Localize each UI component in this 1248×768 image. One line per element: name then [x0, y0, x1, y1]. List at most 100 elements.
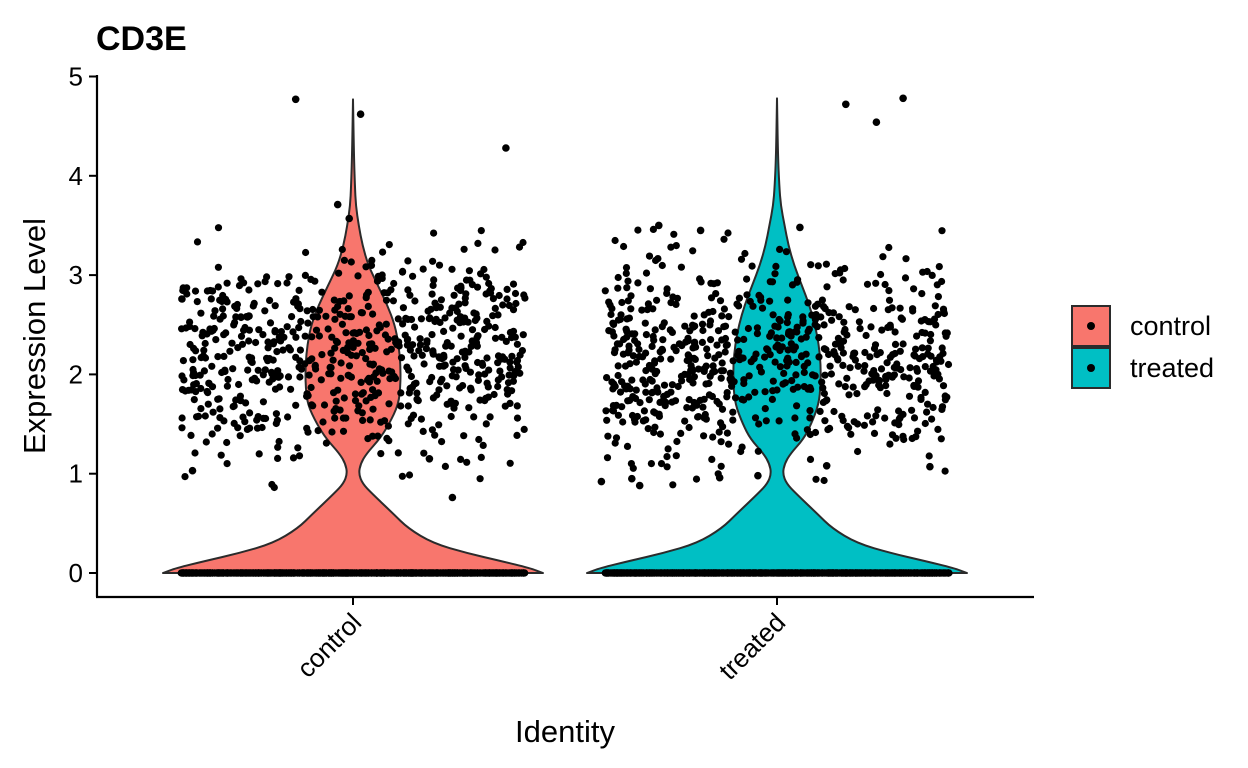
- data-point: [336, 406, 344, 414]
- data-point: [764, 346, 772, 354]
- data-point: [352, 569, 360, 577]
- data-point: [302, 248, 310, 257]
- data-point: [447, 412, 455, 421]
- data-point: [627, 305, 635, 313]
- data-point: [747, 569, 755, 577]
- data-point: [209, 569, 217, 577]
- data-point: [240, 279, 248, 287]
- data-point: [616, 569, 625, 577]
- data-point: [619, 418, 627, 426]
- data-point: [178, 372, 186, 380]
- data-point: [438, 375, 446, 383]
- data-point: [466, 368, 474, 376]
- data-point: [501, 402, 509, 410]
- data-point: [655, 221, 663, 230]
- data-point: [769, 387, 777, 395]
- data-point: [941, 569, 949, 577]
- data-point: [490, 390, 498, 399]
- y-tick-label: 3: [69, 260, 83, 290]
- data-point: [921, 419, 929, 428]
- data-point: [805, 569, 814, 577]
- data-point: [331, 344, 339, 352]
- data-point: [450, 404, 458, 412]
- data-point: [214, 395, 222, 403]
- data-point: [616, 388, 625, 396]
- data-point: [921, 569, 930, 577]
- data-point: [927, 330, 935, 339]
- data-point: [900, 373, 908, 381]
- data-point: [912, 345, 920, 353]
- data-point: [512, 299, 520, 308]
- data-point: [705, 391, 714, 399]
- data-point: [485, 366, 493, 374]
- data-point: [684, 569, 692, 577]
- data-point: [266, 296, 274, 304]
- data-point: [935, 375, 944, 383]
- data-point: [674, 382, 682, 391]
- data-point: [745, 372, 753, 380]
- data-point: [685, 423, 693, 432]
- data-point: [646, 285, 655, 293]
- data-point: [220, 352, 228, 360]
- data-point: [506, 328, 514, 337]
- data-point: [640, 407, 649, 415]
- data-point: [187, 431, 195, 439]
- data-point: [854, 362, 862, 370]
- data-point: [671, 569, 680, 577]
- data-point: [204, 400, 212, 408]
- data-point: [468, 326, 477, 334]
- data-point: [214, 263, 222, 271]
- data-point: [708, 455, 716, 463]
- data-point: [194, 412, 203, 420]
- data-point: [491, 246, 499, 254]
- data-point: [784, 346, 792, 354]
- data-point: [476, 475, 484, 483]
- data-point: [753, 330, 762, 338]
- data-point: [715, 473, 724, 482]
- data-point: [869, 376, 877, 384]
- data-point: [941, 392, 949, 400]
- data-point: [328, 428, 336, 436]
- data-point: [335, 269, 343, 277]
- data-point: [771, 270, 779, 278]
- data-point: [292, 401, 300, 409]
- data-point: [934, 293, 943, 301]
- data-point: [799, 319, 807, 327]
- data-point: [354, 272, 362, 280]
- data-point: [210, 312, 218, 320]
- data-point: [481, 397, 489, 405]
- data-point: [287, 385, 295, 393]
- data-point: [209, 287, 217, 295]
- data-point: [505, 371, 513, 379]
- data-point: [743, 275, 751, 283]
- data-point: [322, 439, 330, 447]
- data-point: [271, 328, 279, 336]
- data-point: [378, 366, 386, 374]
- data-point: [374, 389, 383, 397]
- data-point: [444, 569, 452, 577]
- data-point: [179, 357, 187, 365]
- data-point: [670, 343, 678, 351]
- data-point: [520, 425, 528, 433]
- data-point: [254, 413, 262, 421]
- data-point: [650, 428, 658, 437]
- data-point: [365, 374, 373, 382]
- data-point: [822, 260, 831, 268]
- data-point: [333, 200, 342, 209]
- data-point: [443, 382, 451, 390]
- data-point: [274, 280, 282, 288]
- data-point: [232, 313, 240, 321]
- data-point: [747, 358, 755, 366]
- data-point: [899, 410, 907, 418]
- data-point: [740, 376, 748, 384]
- data-point: [783, 319, 791, 327]
- data-point: [339, 427, 348, 435]
- data-point: [776, 245, 784, 253]
- data-point: [425, 315, 433, 323]
- data-point: [276, 569, 284, 577]
- data-point: [311, 277, 319, 285]
- data-point: [608, 378, 616, 386]
- data-point: [769, 311, 777, 319]
- data-point: [876, 349, 884, 357]
- data-point: [428, 290, 436, 298]
